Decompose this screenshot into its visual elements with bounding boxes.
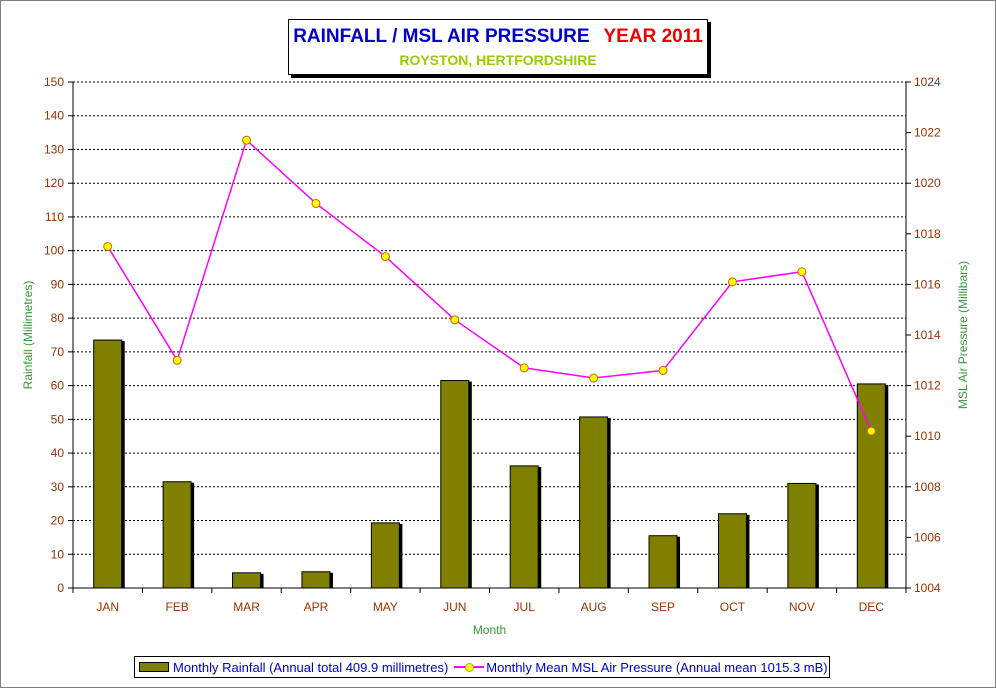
chart-title-year: YEAR 2011 (603, 26, 703, 47)
pressure-point (380, 252, 390, 262)
x-tick-label: AUG (581, 600, 607, 614)
y-tick-label-right: 1024 (914, 75, 941, 89)
x-tick-label: JAN (96, 600, 119, 614)
legend-item-pressure: Monthly Mean MSL Air Pressure (Annual me… (448, 659, 828, 675)
y-tick-label-left: 140 (44, 109, 64, 123)
y-tick-label-left: 0 (57, 581, 64, 595)
y-tick-label-right: 1016 (914, 277, 941, 291)
y-tick-label-left: 110 (45, 210, 64, 224)
bar (787, 482, 817, 589)
y-tick-label-left: 120 (44, 176, 64, 190)
pressure-point (103, 241, 113, 251)
bar (579, 416, 609, 589)
x-tick-label: OCT (720, 600, 746, 614)
y-tick-label-left: 60 (51, 379, 65, 393)
y-axis-title-right: MSL Air Pressure (Millibars) (956, 261, 970, 409)
legend-bar-swatch (139, 662, 169, 672)
y-tick-label-right: 1022 (914, 126, 941, 140)
pressure-point (866, 426, 876, 436)
chart-subtitle: ROYSTON, HERTFORDSHIRE (399, 52, 597, 68)
pressure-point (589, 373, 599, 383)
legend-label-pressure: Monthly Mean MSL Air Pressure (Annual me… (486, 659, 828, 675)
y-tick-label-right: 1010 (914, 429, 941, 443)
bar (509, 465, 539, 589)
x-tick-label: APR (304, 600, 329, 614)
y-tick-label-left: 20 (51, 514, 65, 528)
pressure-point (658, 365, 668, 375)
chart-title: RAINFALL / MSL AIR PRESSURE YEAR 2011 (289, 26, 707, 48)
legend-line-swatch (454, 661, 485, 673)
bar (232, 572, 262, 589)
y-tick-label-right: 1020 (914, 176, 941, 190)
chart-title-main: RAINFALL / MSL AIR PRESSURE (293, 26, 590, 47)
bar (370, 522, 400, 589)
chart-title-box: RAINFALL / MSL AIR PRESSURE YEAR 2011 ROY… (288, 19, 708, 75)
pressure-point (797, 267, 807, 277)
y-tick-label-right: 1012 (914, 379, 941, 393)
pressure-point (519, 363, 529, 373)
y-tick-label-right: 1004 (914, 581, 941, 595)
y-tick-label-left: 50 (51, 412, 65, 426)
pressure-point (450, 315, 460, 325)
x-tick-label: DEC (859, 600, 885, 614)
y-tick-label-left: 30 (51, 480, 65, 494)
y-tick-label-right: 1006 (914, 530, 941, 544)
legend: Monthly Rainfall (Annual total 409.9 mil… (134, 656, 830, 678)
y-tick-label-right: 1014 (914, 328, 941, 342)
bar (162, 481, 192, 589)
y-tick-label-left: 150 (44, 75, 64, 89)
bar (717, 513, 747, 589)
bar (648, 535, 678, 589)
y-tick-label-right: 1008 (914, 480, 941, 494)
y-tick-label-left: 70 (51, 345, 65, 359)
pressure-line (107, 138, 872, 432)
x-tick-label: MAY (373, 600, 398, 614)
x-tick-label: JUL (514, 600, 536, 614)
x-tick-label: MAR (233, 600, 260, 614)
y-tick-label-left: 80 (51, 311, 65, 325)
y-tick-label-left: 10 (51, 547, 65, 561)
pressure-point (172, 355, 182, 365)
x-tick-label: JUN (443, 600, 466, 614)
legend-label-rainfall: Monthly Rainfall (Annual total 409.9 mil… (173, 659, 449, 675)
x-axis-title: Month (473, 623, 506, 637)
y-tick-label-left: 100 (44, 244, 64, 258)
y-axis-title-left: Rainfall (Millimetres) (21, 281, 35, 390)
y-tick-label-left: 40 (51, 446, 65, 460)
bar (440, 380, 470, 589)
y-tick-label-right: 1018 (914, 227, 941, 241)
x-tick-label: SEP (651, 600, 675, 614)
pressure-point (311, 198, 321, 208)
x-tick-label: NOV (789, 600, 815, 614)
bar (93, 339, 123, 589)
pressure-point (727, 277, 737, 287)
x-tick-label: FEB (165, 600, 188, 614)
legend-item-rainfall: Monthly Rainfall (Annual total 409.9 mil… (139, 660, 448, 675)
y-tick-label-left: 90 (51, 277, 65, 291)
pressure-point (242, 135, 252, 145)
bar (301, 571, 331, 589)
bar (856, 383, 886, 589)
y-tick-label-left: 130 (44, 142, 64, 156)
